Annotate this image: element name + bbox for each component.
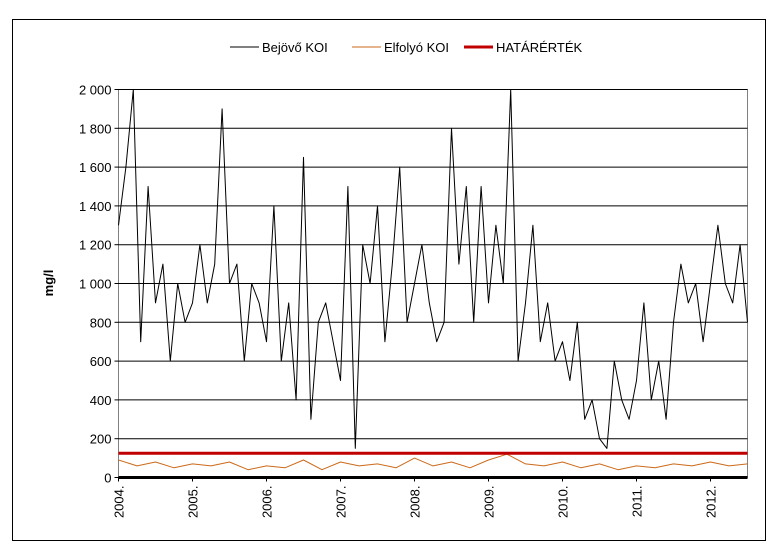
series-layer xyxy=(118,89,748,479)
x-tick-label: 2007. xyxy=(334,486,349,519)
series-line-elfolyo xyxy=(118,453,748,471)
gridlines xyxy=(118,89,748,440)
y-axis-label: mg/l xyxy=(41,270,56,297)
legend: Bejövő KOI Elfolyó KOI HATÁRÉRTÉK xyxy=(230,40,583,55)
x-tick-label: 2008. xyxy=(408,486,423,519)
series-line-bejovo xyxy=(118,89,748,449)
y-tick-label: 600 xyxy=(90,354,112,369)
y-tick-label: 1 200 xyxy=(79,238,112,253)
x-tick-label: 2009. xyxy=(482,486,497,519)
y-tick-label: 1 000 xyxy=(79,277,112,292)
y-tick-label: 800 xyxy=(90,315,112,330)
y-tick-label: 1 400 xyxy=(79,199,112,214)
y-tick-label: 0 xyxy=(104,471,111,486)
y-tick-label: 1 600 xyxy=(79,160,112,175)
x-tick-label: 2005. xyxy=(186,486,201,519)
y-tick-label: 400 xyxy=(90,393,112,408)
y-tick-label: 200 xyxy=(90,432,112,447)
x-tick-label: 2006. xyxy=(260,486,275,519)
y-tick-label: 2 000 xyxy=(79,83,112,98)
x-tick-label: 2010. xyxy=(556,486,571,519)
x-tick-label: 2011. xyxy=(630,486,645,518)
legend-label-elfolyo: Elfolyó KOI xyxy=(384,40,449,55)
x-tick-label: 2012. xyxy=(704,486,719,519)
y-tick-label: 1 800 xyxy=(79,121,112,136)
x-tick-label: 2004. xyxy=(112,486,127,519)
y-axis-ticks: 0 200 400 600 800 1 000 1 200 1 400 1 600 1 800 2 … xyxy=(79,83,119,486)
legend-label-hatarertek: HATÁRÉRTÉK xyxy=(496,40,583,55)
x-axis-ticks: 2004. 2005. 2006. 2007. 2008. 2009. 2010. 2011.… xyxy=(112,477,719,519)
legend-label-bejovo: Bejövő KOI xyxy=(262,40,328,55)
